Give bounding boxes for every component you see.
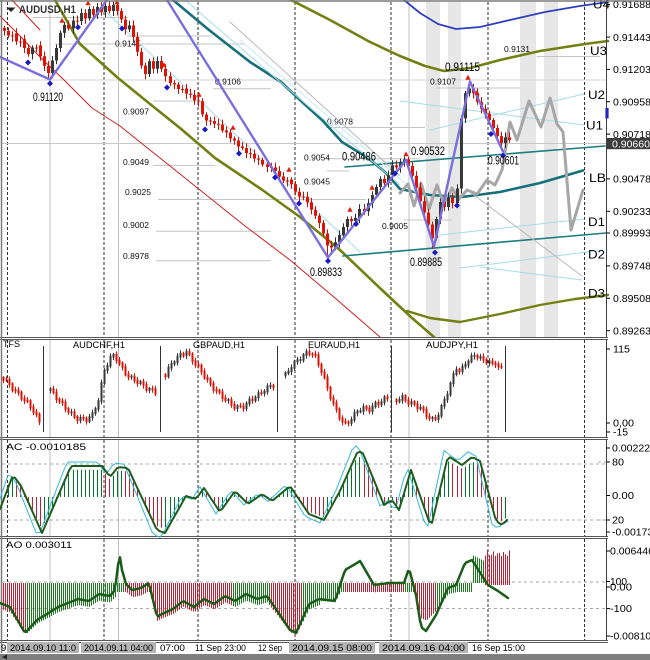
svg-text:D3: D3 bbox=[588, 287, 605, 301]
svg-text:0.9097: 0.9097 bbox=[123, 107, 149, 117]
svg-text:80: 80 bbox=[612, 458, 624, 469]
svg-text:0.9145: 0.9145 bbox=[115, 39, 141, 49]
svg-text:U2: U2 bbox=[588, 88, 605, 102]
svg-text:20: 20 bbox=[612, 516, 624, 527]
svg-text:0.91120: 0.91120 bbox=[33, 92, 63, 104]
svg-text:U3: U3 bbox=[590, 44, 607, 58]
svg-text:0.90718: 0.90718 bbox=[613, 129, 650, 141]
svg-text:9: 9 bbox=[1, 643, 6, 654]
svg-text:-15: -15 bbox=[613, 428, 628, 439]
svg-text:TFS: TFS bbox=[3, 339, 20, 349]
svg-text:0.9025: 0.9025 bbox=[125, 187, 151, 197]
svg-text:0.00: 0.00 bbox=[610, 583, 632, 594]
svg-text:0.90478: 0.90478 bbox=[613, 174, 650, 186]
svg-text:0.89993: 0.89993 bbox=[613, 228, 650, 240]
svg-text:0.90532: 0.90532 bbox=[411, 146, 445, 158]
svg-text:EURAUD,H1: EURAUD,H1 bbox=[308, 340, 360, 350]
svg-text:100: 100 bbox=[610, 577, 627, 588]
svg-text:0.006446: 0.006446 bbox=[610, 547, 650, 558]
svg-text:0.89748: 0.89748 bbox=[613, 261, 650, 273]
svg-text:D2: D2 bbox=[588, 248, 605, 262]
svg-text:AC -0.0010185: AC -0.0010185 bbox=[6, 442, 86, 452]
svg-text:0.89885: 0.89885 bbox=[410, 257, 442, 269]
svg-text:0.00: 0.00 bbox=[612, 491, 634, 502]
svg-text:0.89263: 0.89263 bbox=[613, 325, 650, 337]
svg-text:0.9131: 0.9131 bbox=[504, 44, 530, 54]
svg-text:-0.008108: -0.008108 bbox=[610, 632, 650, 643]
svg-text:2014.09.15 08:00: 2014.09.15 08:00 bbox=[292, 643, 372, 654]
svg-text:115: 115 bbox=[613, 345, 630, 356]
svg-text:0.9005: 0.9005 bbox=[382, 221, 408, 231]
svg-text:0.89833: 0.89833 bbox=[310, 267, 342, 279]
svg-text:0.90958: 0.90958 bbox=[613, 96, 650, 108]
svg-text:0.8978: 0.8978 bbox=[123, 251, 149, 261]
svg-text:LB: LB bbox=[589, 171, 606, 185]
svg-text:0.91688: 0.91688 bbox=[613, 0, 650, 11]
svg-text:0.91115: 0.91115 bbox=[445, 62, 480, 74]
svg-text:-100: -100 bbox=[610, 604, 632, 615]
svg-text:07:00: 07:00 bbox=[160, 643, 185, 654]
svg-text:0.90601: 0.90601 bbox=[488, 156, 519, 168]
svg-text:U4: U4 bbox=[593, 0, 610, 12]
svg-text:AUDUSD,H1: AUDUSD,H1 bbox=[19, 4, 76, 16]
svg-text:0.90233: 0.90233 bbox=[613, 206, 650, 218]
svg-text:AUDJPY,H1: AUDJPY,H1 bbox=[426, 340, 478, 350]
svg-text:AUDCHF,H1: AUDCHF,H1 bbox=[73, 340, 125, 350]
svg-text:0,00: 0,00 bbox=[613, 419, 634, 430]
svg-text:2014.09.11 04:00: 2014.09.11 04:00 bbox=[84, 643, 153, 654]
svg-text:0.9107: 0.9107 bbox=[430, 77, 456, 87]
svg-text:16 Sep 15:00: 16 Sep 15:00 bbox=[472, 643, 525, 654]
svg-text:11 Sep 23:00: 11 Sep 23:00 bbox=[195, 643, 246, 654]
svg-text:0.90660: 0.90660 bbox=[612, 138, 650, 150]
svg-text:0.89508: 0.89508 bbox=[613, 293, 650, 305]
svg-text:2014.09.10 11:0: 2014.09.10 11:0 bbox=[10, 643, 76, 654]
svg-text:0.9054: 0.9054 bbox=[304, 153, 330, 163]
svg-text:U1: U1 bbox=[586, 119, 603, 133]
svg-text:0.002225: 0.002225 bbox=[612, 444, 650, 455]
svg-text:0.9002: 0.9002 bbox=[123, 220, 149, 230]
svg-text:AO 0.003011: AO 0.003011 bbox=[6, 540, 72, 550]
svg-text:0.91203: 0.91203 bbox=[613, 64, 650, 76]
svg-text:0.90486: 0.90486 bbox=[342, 152, 376, 164]
svg-text:D1: D1 bbox=[588, 215, 605, 229]
svg-text:GBPAUD,H1: GBPAUD,H1 bbox=[193, 340, 245, 350]
svg-text:12 Sep: 12 Sep bbox=[258, 643, 282, 654]
svg-text:2014.09.16 04:00: 2014.09.16 04:00 bbox=[382, 643, 465, 654]
svg-text:0.9049: 0.9049 bbox=[123, 157, 149, 167]
svg-text:0.9106: 0.9106 bbox=[215, 77, 241, 87]
svg-text:-0.001738: -0.001738 bbox=[612, 528, 650, 539]
svg-text:0.91443: 0.91443 bbox=[613, 32, 650, 44]
svg-text:0.9045: 0.9045 bbox=[304, 177, 330, 187]
